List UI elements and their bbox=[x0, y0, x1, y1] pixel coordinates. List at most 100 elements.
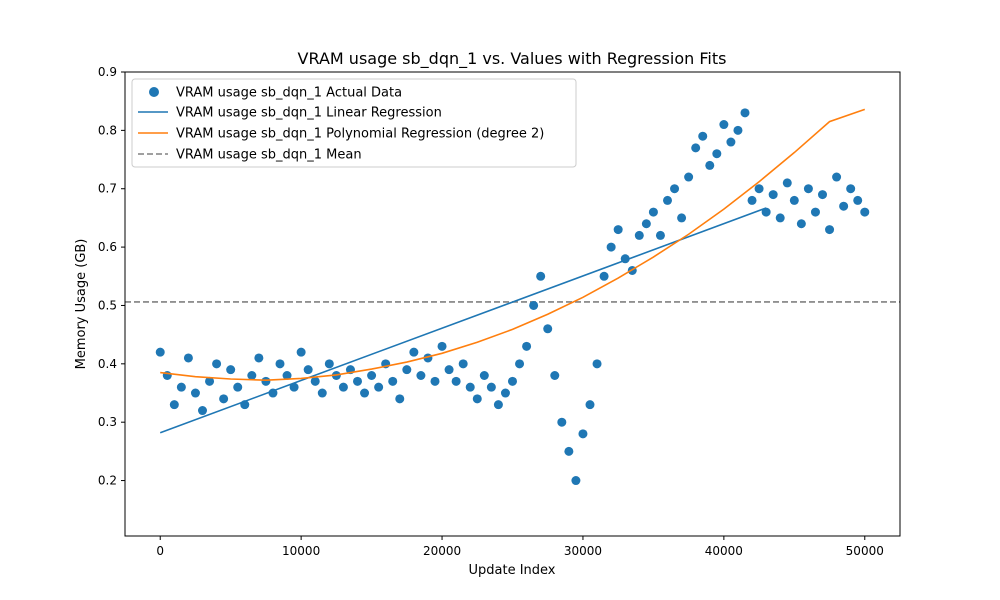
data-point bbox=[508, 376, 517, 386]
data-point bbox=[275, 359, 285, 369]
data-point bbox=[860, 207, 870, 217]
data-point bbox=[691, 143, 701, 153]
data-point bbox=[261, 376, 271, 386]
data-point bbox=[296, 347, 306, 357]
data-point bbox=[500, 388, 510, 398]
data-point bbox=[493, 400, 503, 410]
y-axis-label: Memory Usage (GB) bbox=[74, 239, 89, 370]
data-point bbox=[402, 365, 412, 375]
legend-label-actual: VRAM usage sb_dqn_1 Actual Data bbox=[176, 86, 402, 101]
data-point bbox=[670, 184, 680, 194]
data-point bbox=[416, 370, 426, 380]
data-point bbox=[733, 125, 743, 135]
data-point bbox=[613, 225, 623, 235]
data-point bbox=[212, 359, 222, 369]
data-point bbox=[367, 370, 377, 380]
data-point bbox=[754, 184, 764, 194]
data-point bbox=[832, 172, 842, 182]
legend-label-poly: VRAM usage sb_dqn_1 Polynomial Regressio… bbox=[176, 127, 544, 142]
data-point bbox=[677, 213, 687, 223]
data-point bbox=[388, 376, 398, 386]
x-axis: 0 10000 20000 30000 40000 50000 bbox=[156, 536, 884, 558]
data-point bbox=[585, 400, 595, 410]
data-point bbox=[655, 230, 665, 240]
data-point bbox=[353, 376, 362, 386]
data-point bbox=[183, 353, 193, 363]
y-tick-label: 0.2 bbox=[98, 474, 117, 488]
data-point bbox=[219, 394, 229, 404]
data-point bbox=[705, 160, 715, 170]
data-point bbox=[198, 406, 207, 416]
data-point bbox=[458, 359, 468, 369]
data-point bbox=[437, 341, 447, 351]
data-point bbox=[486, 382, 496, 392]
data-point bbox=[205, 376, 215, 386]
data-point bbox=[592, 359, 602, 369]
data-point bbox=[564, 446, 574, 456]
y-tick-label: 0.7 bbox=[98, 182, 117, 196]
data-point bbox=[719, 120, 729, 130]
legend: VRAM usage sb_dqn_1 Actual Data VRAM usa… bbox=[131, 78, 577, 168]
data-point bbox=[522, 341, 532, 351]
data-point bbox=[190, 388, 200, 398]
data-point bbox=[740, 108, 750, 118]
data-point bbox=[698, 131, 708, 141]
data-point bbox=[825, 225, 835, 235]
data-point bbox=[747, 195, 757, 205]
data-point bbox=[768, 190, 778, 200]
x-tick-label: 20000 bbox=[423, 544, 461, 558]
x-axis-label: Update Index bbox=[468, 563, 555, 578]
data-point bbox=[550, 370, 560, 380]
data-point bbox=[374, 382, 384, 392]
data-point bbox=[176, 382, 186, 392]
polynomial-regression-line bbox=[160, 108, 866, 381]
legend-box bbox=[131, 78, 577, 168]
data-point bbox=[233, 382, 243, 392]
data-point bbox=[775, 213, 785, 223]
data-point bbox=[360, 388, 370, 398]
y-tick-label: 0.9 bbox=[98, 65, 117, 79]
data-point bbox=[641, 219, 651, 229]
data-point bbox=[726, 137, 736, 147]
data-point bbox=[578, 429, 588, 439]
data-point bbox=[761, 207, 771, 217]
y-tick-label: 0.6 bbox=[98, 240, 117, 254]
data-point bbox=[810, 207, 820, 217]
marks-layer bbox=[125, 108, 900, 486]
x-tick-label: 40000 bbox=[705, 544, 743, 558]
x-tick-label: 10000 bbox=[282, 544, 320, 558]
data-point bbox=[226, 365, 236, 375]
legend-label-mean: VRAM usage sb_dqn_1 Mean bbox=[176, 148, 362, 163]
data-point bbox=[444, 365, 454, 375]
data-point bbox=[169, 400, 179, 410]
data-point bbox=[818, 190, 827, 200]
data-point bbox=[557, 417, 567, 427]
data-point bbox=[338, 382, 348, 392]
data-point bbox=[479, 370, 489, 380]
legend-marker-actual bbox=[149, 87, 159, 97]
data-point bbox=[803, 184, 813, 194]
chart-title: VRAM usage sb_dqn_1 vs. Values with Regr… bbox=[298, 49, 727, 69]
data-point bbox=[282, 370, 292, 380]
y-tick-label: 0.3 bbox=[98, 415, 117, 429]
data-point bbox=[303, 365, 313, 375]
data-point bbox=[529, 300, 539, 310]
y-axis: 0.2 0.3 0.4 0.5 0.6 0.7 0.8 0.9 bbox=[98, 65, 125, 488]
plot-frame bbox=[124, 71, 901, 537]
data-point bbox=[155, 347, 165, 357]
data-point bbox=[254, 353, 264, 363]
data-point bbox=[451, 376, 461, 386]
data-point bbox=[663, 195, 672, 205]
legend-label-linear: VRAM usage sb_dqn_1 Linear Regression bbox=[176, 106, 442, 121]
data-point bbox=[606, 242, 616, 252]
data-point bbox=[536, 271, 546, 281]
data-point bbox=[853, 195, 863, 205]
y-tick-label: 0.8 bbox=[98, 123, 117, 137]
data-point bbox=[472, 394, 482, 404]
data-point bbox=[571, 476, 581, 486]
data-point bbox=[409, 347, 419, 357]
data-point bbox=[247, 370, 257, 380]
data-point bbox=[289, 382, 299, 392]
x-tick-label: 0 bbox=[156, 544, 164, 558]
